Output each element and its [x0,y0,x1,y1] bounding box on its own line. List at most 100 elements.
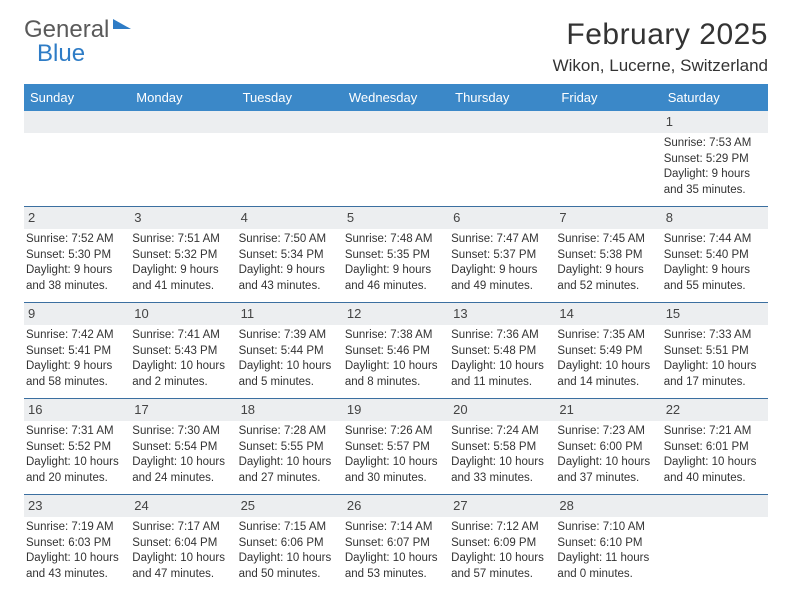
daylight-line: Daylight: 10 hours and 2 minutes. [132,359,232,390]
daynum-row: 9 [24,303,130,325]
daylight-line: Daylight: 10 hours and 17 minutes. [664,359,764,390]
daynum-row: 11 [237,303,343,325]
sunset-line: Sunset: 6:07 PM [345,536,445,552]
sunrise-line: Sunrise: 7:12 AM [451,520,551,536]
month-title: February 2025 [553,18,768,52]
sunrise-line: Sunrise: 7:30 AM [132,424,232,440]
sunset-line: Sunset: 5:41 PM [26,344,126,360]
day-cell: 13Sunrise: 7:36 AMSunset: 5:48 PMDayligh… [449,303,555,390]
daylight-line: Daylight: 9 hours and 43 minutes. [239,263,339,294]
day-number: 3 [134,210,141,225]
day-cell [662,495,768,582]
header: General February 2025 Wikon, Lucerne, Sw… [24,18,768,76]
day-number: 24 [134,498,148,513]
day-number: 11 [241,306,255,321]
daylight-line: Daylight: 10 hours and 20 minutes. [26,455,126,486]
sunrise-line: Sunrise: 7:23 AM [557,424,657,440]
sunset-line: Sunset: 6:06 PM [239,536,339,552]
day-info: Sunrise: 7:48 AMSunset: 5:35 PMDaylight:… [345,232,445,294]
day-info: Sunrise: 7:17 AMSunset: 6:04 PMDaylight:… [132,520,232,582]
day-cell: 22Sunrise: 7:21 AMSunset: 6:01 PMDayligh… [662,399,768,486]
sunrise-line: Sunrise: 7:51 AM [132,232,232,248]
day-cell: 27Sunrise: 7:12 AMSunset: 6:09 PMDayligh… [449,495,555,582]
day-info: Sunrise: 7:10 AMSunset: 6:10 PMDaylight:… [557,520,657,582]
day-cell: 7 Sunrise: 7:45 AMSunset: 5:38 PMDaylight… [555,207,661,294]
sunrise-line: Sunrise: 7:45 AM [557,232,657,248]
sunset-line: Sunset: 5:55 PM [239,440,339,456]
sunset-line: Sunset: 5:51 PM [664,344,764,360]
day-cell [130,111,236,198]
day-number: 6 [453,210,460,225]
daynum-row [449,111,555,133]
dow-header: Sunday Monday Tuesday Wednesday Thursday… [24,84,768,111]
week-row: 1 Sunrise: 7:53 AMSunset: 5:29 PMDaylight… [24,111,768,207]
day-number: 28 [559,498,573,513]
day-cell: 9 Sunrise: 7:42 AMSunset: 5:41 PMDaylight… [24,303,130,390]
day-info: Sunrise: 7:19 AMSunset: 6:03 PMDaylight:… [26,520,126,582]
day-info: Sunrise: 7:42 AMSunset: 5:41 PMDaylight:… [26,328,126,390]
daylight-line: Daylight: 10 hours and 30 minutes. [345,455,445,486]
daynum-row [555,111,661,133]
sunrise-line: Sunrise: 7:26 AM [345,424,445,440]
day-number: 5 [347,210,354,225]
dow-monday: Monday [130,84,236,111]
sunset-line: Sunset: 5:35 PM [345,248,445,264]
day-cell: 4Sunrise: 7:50 AMSunset: 5:34 PMDaylight… [237,207,343,294]
day-info: Sunrise: 7:51 AMSunset: 5:32 PMDaylight:… [132,232,232,294]
day-number: 12 [347,306,361,321]
daynum-row: 8 [662,207,768,229]
sunset-line: Sunset: 6:10 PM [557,536,657,552]
sunrise-line: Sunrise: 7:41 AM [132,328,232,344]
week-row: 16 Sunrise: 7:31 AMSunset: 5:52 PMDayligh… [24,399,768,495]
day-cell: 16 Sunrise: 7:31 AMSunset: 5:52 PMDayligh… [24,399,130,486]
day-info: Sunrise: 7:53 AMSunset: 5:29 PMDaylight:… [664,136,764,198]
day-info: Sunrise: 7:15 AMSunset: 6:06 PMDaylight:… [239,520,339,582]
daynum-row: 24 [130,495,236,517]
sunrise-line: Sunrise: 7:47 AM [451,232,551,248]
week-row: 2Sunrise: 7:52 AMSunset: 5:30 PMDaylight… [24,207,768,303]
day-number: 16 [28,402,42,417]
daynum-row [237,111,343,133]
daynum-row: 23 [24,495,130,517]
sunrise-line: Sunrise: 7:31 AM [26,424,126,440]
location: Wikon, Lucerne, Switzerland [553,56,768,76]
day-cell: 2Sunrise: 7:52 AMSunset: 5:30 PMDaylight… [24,207,130,294]
day-number: 10 [134,306,148,321]
day-cell: 8Sunrise: 7:44 AMSunset: 5:40 PMDaylight… [662,207,768,294]
daynum-row: 7 [555,207,661,229]
daynum-row: 12 [343,303,449,325]
daynum-row: 3 [130,207,236,229]
daynum-row: 13 [449,303,555,325]
daylight-line: Daylight: 10 hours and 33 minutes. [451,455,551,486]
daynum-row [130,111,236,133]
day-info: Sunrise: 7:31 AMSunset: 5:52 PMDaylight:… [26,424,126,486]
day-number: 25 [241,498,255,513]
daylight-line: Daylight: 10 hours and 37 minutes. [557,455,657,486]
sunset-line: Sunset: 5:44 PM [239,344,339,360]
day-number: 13 [453,306,467,321]
sunrise-line: Sunrise: 7:53 AM [664,136,764,152]
sunrise-line: Sunrise: 7:10 AM [557,520,657,536]
dow-wednesday: Wednesday [343,84,449,111]
sunset-line: Sunset: 6:00 PM [557,440,657,456]
sunset-line: Sunset: 5:32 PM [132,248,232,264]
sunrise-line: Sunrise: 7:19 AM [26,520,126,536]
sunset-line: Sunset: 5:29 PM [664,152,764,168]
day-number: 18 [241,402,255,417]
dow-saturday: Saturday [662,84,768,111]
calendar-grid: 1Sunrise: 7:53 AMSunset: 5:29 PMDaylight… [24,111,768,590]
sunrise-line: Sunrise: 7:52 AM [26,232,126,248]
logo-mark-icon [113,19,131,29]
day-cell: 23 Sunrise: 7:19 AMSunset: 6:03 PMDayligh… [24,495,130,582]
daylight-line: Daylight: 9 hours and 41 minutes. [132,263,232,294]
day-cell: 26Sunrise: 7:14 AMSunset: 6:07 PMDayligh… [343,495,449,582]
day-cell: 3 Sunrise: 7:51 AMSunset: 5:32 PMDaylight… [130,207,236,294]
day-cell [24,111,130,198]
daynum-row: 1 [662,111,768,133]
daylight-line: Daylight: 10 hours and 27 minutes. [239,455,339,486]
sunrise-line: Sunrise: 7:44 AM [664,232,764,248]
day-info: Sunrise: 7:26 AMSunset: 5:57 PMDaylight:… [345,424,445,486]
day-info: Sunrise: 7:52 AMSunset: 5:30 PMDaylight:… [26,232,126,294]
day-info: Sunrise: 7:45 AMSunset: 5:38 PMDaylight:… [557,232,657,294]
day-cell: 10Sunrise: 7:41 AMSunset: 5:43 PMDayligh… [130,303,236,390]
